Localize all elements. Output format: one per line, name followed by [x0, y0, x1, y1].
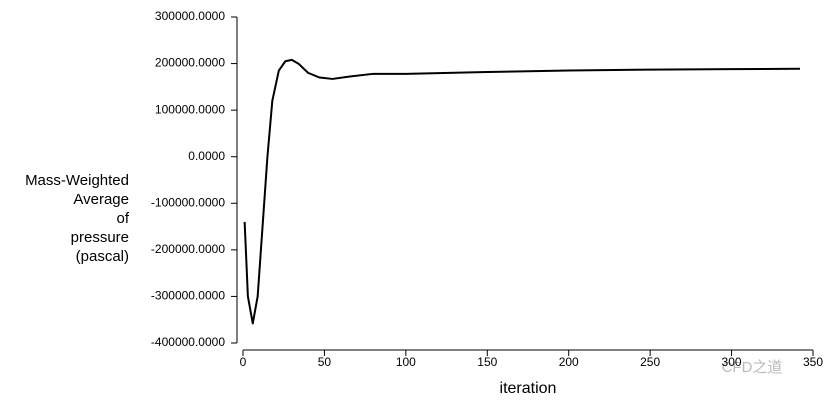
- watermark: CFD之道: [722, 359, 783, 376]
- x-axis-title: iteration: [500, 380, 557, 397]
- x-tick-label: 0: [240, 355, 247, 369]
- x-tick-label: 50: [318, 355, 332, 369]
- data-line: [243, 58, 800, 325]
- y-tick-label: 300000.0000: [155, 9, 225, 23]
- y-axis-title: Mass-Weighted: [25, 172, 129, 189]
- y-axis-title: (pascal): [76, 248, 129, 265]
- x-tick-label: 200: [559, 355, 579, 369]
- y-tick-label: -300000.0000: [151, 289, 225, 303]
- y-axis-title: pressure: [71, 229, 129, 246]
- x-tick-label: 100: [396, 355, 416, 369]
- y-tick-label: -400000.0000: [151, 335, 225, 349]
- y-tick-label: 100000.0000: [155, 102, 225, 116]
- y-tick-label: 200000.0000: [155, 56, 225, 70]
- x-tick-label: 350: [803, 355, 823, 369]
- x-tick-label: 250: [640, 355, 660, 369]
- y-tick-label: 0.0000: [188, 149, 225, 163]
- y-axis-title: of: [116, 210, 129, 227]
- x-tick-label: 150: [477, 355, 497, 369]
- y-axis-title: Average: [73, 191, 129, 208]
- x-tick-label: 300: [722, 355, 742, 369]
- y-tick-label: -200000.0000: [151, 242, 225, 256]
- y-tick-label: -100000.0000: [151, 195, 225, 209]
